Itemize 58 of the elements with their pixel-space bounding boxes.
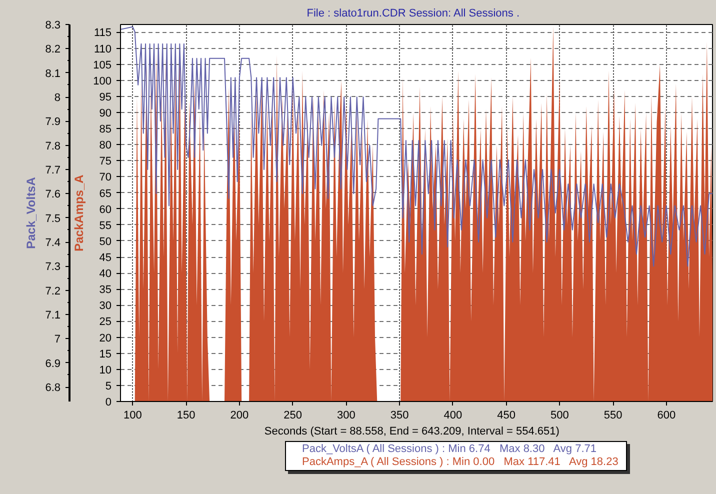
y2-tick-label: 8.3 [45,20,61,32]
y2-tick-label: 7 [54,334,61,346]
y-tick-label: 55 [99,220,112,232]
x-tick-label: 250 [284,410,302,422]
y2-tick-label: 6.9 [45,358,61,370]
x-tick-label: 600 [657,410,676,422]
y2-tick-label: 7.3 [45,261,61,274]
x-tick-label: 350 [390,410,409,422]
y-axis-title: PackAmps_A [72,174,86,252]
y-tick-label: 20 [99,332,112,344]
y-tick-label: 115 [94,27,112,40]
y2-tick-label: 7.9 [45,116,61,128]
chart-title: File : slato1run.CDR Session: All Sessions . [306,8,520,20]
y-tick-label: 40 [99,268,112,280]
y2-tick-label: 7.7 [45,164,61,176]
x-tick-label: 550 [604,410,622,422]
y-tick-label: 110 [94,43,112,56]
y-tick-label: 90 [99,108,112,120]
y2-tick-label: 7.8 [45,140,61,152]
x-tick-label: 300 [337,410,356,422]
y2-tick-label: 8 [54,92,61,104]
y-tick-label: 85 [99,124,112,136]
x-tick-label: 400 [444,410,462,422]
x-tick-label: 450 [497,410,516,422]
y2-tick-label: 7.2 [45,285,61,298]
y2-tick-label: 7.5 [45,212,61,225]
y-tick-label: 10 [99,364,112,376]
line-series [120,26,712,267]
y-tick-label: 70 [99,172,112,184]
y2-tick-label: 6.8 [45,382,61,394]
y-tick-label: 60 [99,204,112,216]
y2-axis-title: Pack_VoltsA [24,176,38,249]
x-tick-label: 200 [230,410,249,422]
y-tick-label: 45 [99,252,112,264]
y-tick-label: 65 [99,188,112,200]
y-tick-label: 80 [99,140,112,152]
x-tick-label: 500 [550,410,569,422]
x-axis-title: Seconds (Start = 88.558, End = 643.209, Interval = 554.651) [264,426,560,438]
y2-tick-label: 7.1 [45,310,61,322]
y-tick-label: 75 [99,156,112,168]
y-tick-label: 50 [99,236,112,248]
y-tick-label: 30 [99,300,112,312]
y-tick-label: 15 [99,348,112,360]
y-tick-label: 95 [99,91,112,104]
y2-tick-label: 7.4 [45,237,61,249]
y2-tick-label: 8.2 [45,44,61,56]
text: PackAmps_A ( All Sessions ) : Min 0.00 Max 117.41 Avg 18.23 [302,456,618,469]
y-tick-label: 105 [93,59,112,72]
y-tick-label: 25 [99,316,112,328]
y2-tick-label: 7.6 [45,188,61,201]
y-tick-label: 35 [99,284,112,296]
x-tick-label: 100 [124,410,142,422]
x-tick-label: 150 [176,410,196,422]
y2-tick-label: 8.1 [45,68,61,80]
y-tick-label: 5 [105,380,112,392]
y-tick-label: 0 [105,396,112,408]
text: Pack_VoltsA ( All Sessions ) : Min 6.74 Max 8.30 Avg 7.71 [302,443,598,456]
y-tick-label: 100 [93,75,112,88]
